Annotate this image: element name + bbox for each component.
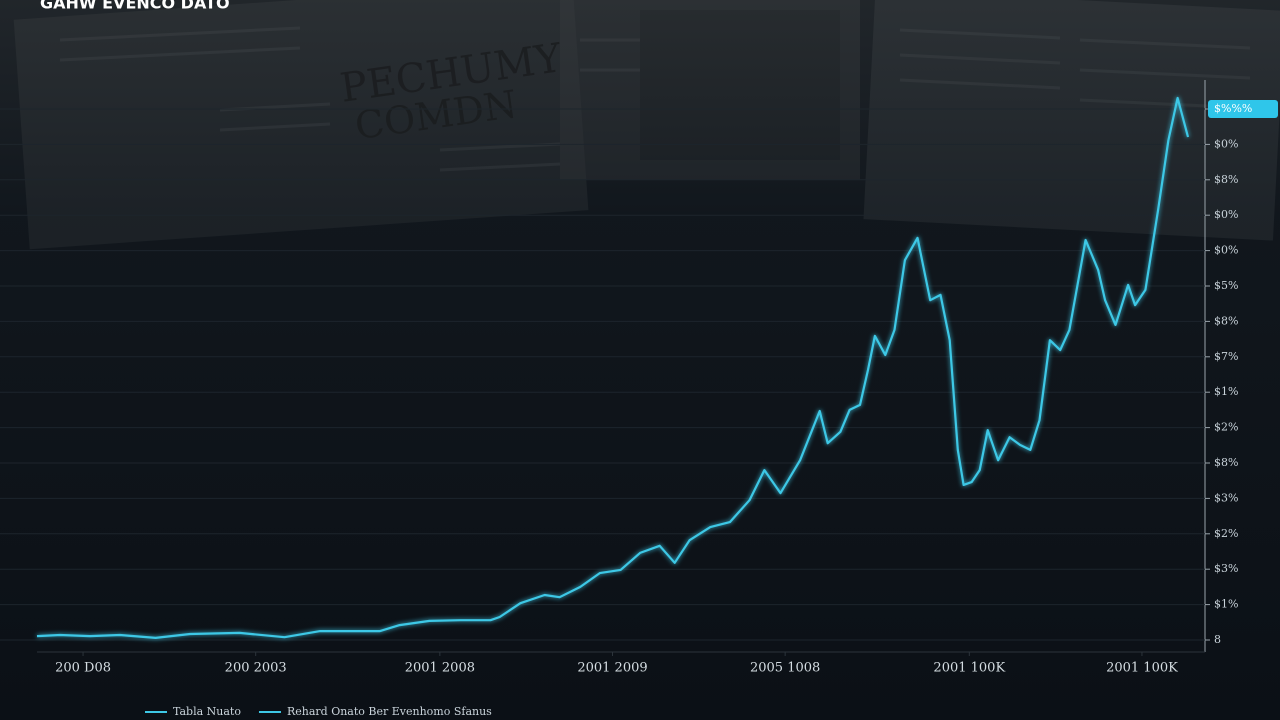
x-tick-label: 2001 2008: [405, 661, 475, 676]
x-tick-label: 200 D08: [55, 661, 111, 676]
y-tick-label: $2%: [1214, 527, 1238, 540]
legend-label: Rehard Onato Ber Evenhomo Sfanus: [287, 705, 492, 718]
y-tick-label: $8%: [1214, 314, 1238, 327]
y-tick-label: $3%: [1214, 562, 1238, 575]
y-tick-label: $1%: [1214, 598, 1238, 611]
y-tick-label: $8%: [1214, 173, 1238, 186]
y-tick-label: $2%: [1214, 421, 1238, 434]
y-tick-label: $0%: [1214, 208, 1238, 221]
y-tick-label: $0%: [1214, 137, 1238, 150]
legend-label: Tabla Nuato: [173, 705, 241, 718]
x-tick-label: 2005 1008: [750, 661, 820, 676]
y-tick-label: $1%: [1214, 385, 1238, 398]
tick-highlight: [1208, 100, 1278, 118]
data-line: [36, 96, 1190, 639]
y-tick-label: $8%: [1214, 456, 1238, 469]
y-tick-label: $%%%: [1214, 102, 1252, 115]
y-tick-label: 8: [1214, 633, 1221, 646]
y-tick-label: $5%: [1214, 279, 1238, 292]
y-tick-label: $7%: [1214, 350, 1238, 363]
x-tick-label: 200 2003: [225, 661, 287, 676]
chart-title: GAHW EVENCO DATO: [40, 0, 230, 13]
x-tick-label: 2001 2009: [577, 661, 647, 676]
x-tick-label: 2001 100K: [933, 661, 1005, 676]
x-tick-label: 2001 100K: [1106, 661, 1178, 676]
y-tick-label: $3%: [1214, 491, 1238, 504]
y-tick-label: $0%: [1214, 244, 1238, 257]
